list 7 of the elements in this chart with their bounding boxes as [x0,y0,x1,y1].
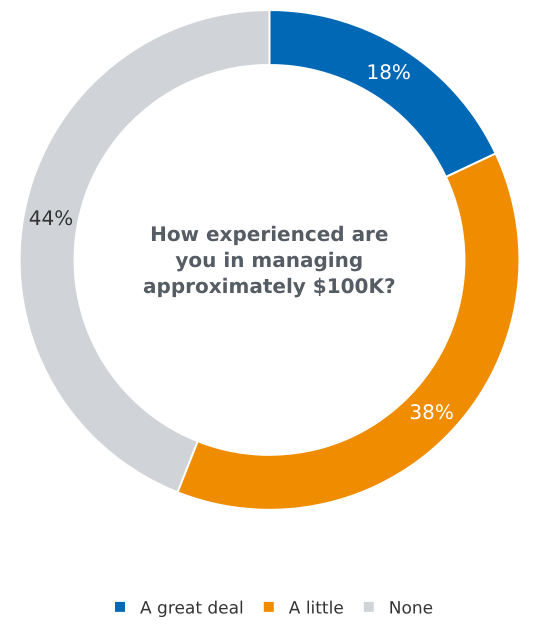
data-label: 38% [409,400,454,424]
data-label: 44% [28,206,74,230]
legend-label: A little [288,598,344,619]
legend-label: A great deal [140,598,244,619]
data-label: 18% [366,60,411,84]
text: How experienced are you in managing approximately $100K? [143,222,396,298]
legend-label: None [388,598,434,619]
